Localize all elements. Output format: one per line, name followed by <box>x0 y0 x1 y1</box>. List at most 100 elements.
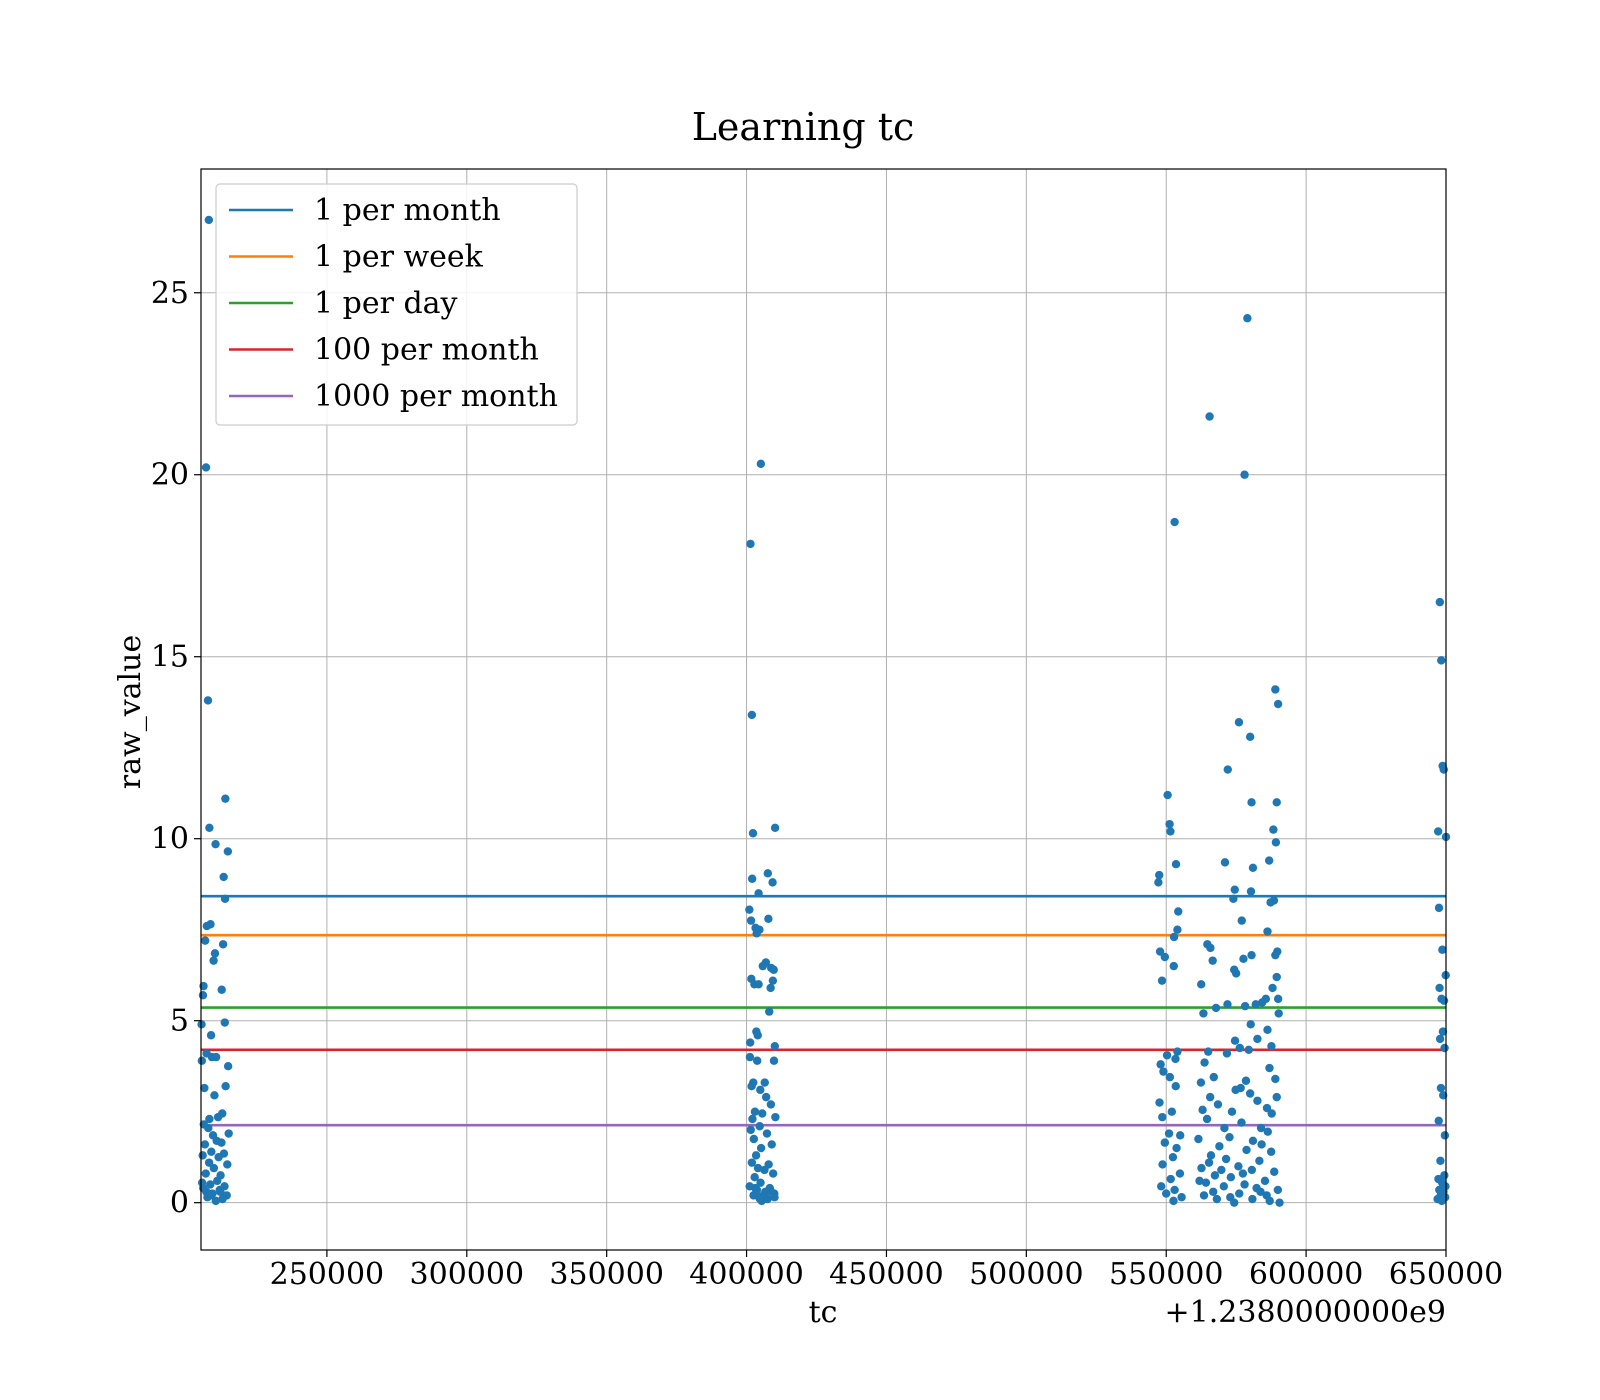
chart-title: Learning tc <box>692 105 915 149</box>
data-point <box>200 936 210 945</box>
data-point <box>1174 907 1183 916</box>
data-point <box>213 1112 223 1122</box>
data-point <box>1155 947 1165 956</box>
data-point <box>1204 1158 1214 1167</box>
data-point <box>1169 1196 1178 1206</box>
data-point <box>751 1151 761 1160</box>
data-point <box>1248 1136 1258 1146</box>
data-point <box>747 1158 757 1167</box>
y-axis-ticks: 0 5 10 15 20 25 <box>151 276 201 1221</box>
data-point <box>752 1056 762 1065</box>
legend-label: 1 per week <box>314 240 484 275</box>
data-point <box>746 539 755 549</box>
legend-label: 1 per day <box>314 286 458 321</box>
data-point <box>211 1052 221 1062</box>
data-point <box>749 1134 759 1144</box>
data-point <box>1196 980 1206 989</box>
data-point <box>1240 1001 1250 1011</box>
data-point <box>1234 1162 1243 1171</box>
data-point <box>1164 1129 1174 1138</box>
data-point <box>1172 1143 1181 1153</box>
data-point <box>1266 898 1275 907</box>
x-tick-label: 600000 <box>1249 1257 1364 1292</box>
data-point <box>1177 1193 1186 1202</box>
data-point <box>1271 685 1280 694</box>
data-point <box>756 1178 765 1187</box>
data-point <box>756 1143 766 1153</box>
data-point <box>1437 1196 1447 1206</box>
data-point <box>201 463 211 472</box>
data-point <box>205 1114 214 1124</box>
data-point <box>1194 1134 1203 1144</box>
data-point <box>1160 1138 1170 1147</box>
data-point <box>1438 945 1447 954</box>
data-point <box>753 1163 763 1173</box>
data-point <box>211 839 220 849</box>
data-point <box>1242 1145 1251 1155</box>
data-point <box>1253 1034 1262 1044</box>
data-point <box>1219 1182 1229 1191</box>
data-point <box>1158 1112 1167 1122</box>
data-point <box>768 976 778 985</box>
legend-label: 1 per month <box>314 193 501 228</box>
data-point <box>1235 1189 1244 1198</box>
data-point <box>1263 1127 1272 1136</box>
data-point <box>1212 1194 1222 1204</box>
data-point <box>1256 1123 1266 1133</box>
legend: 1 per month 1 per week 1 per day 100 per mo… <box>215 183 578 426</box>
data-point <box>1226 1173 1236 1182</box>
data-point <box>1237 916 1246 925</box>
data-point <box>754 980 763 989</box>
data-point <box>756 1085 765 1095</box>
data-point <box>1160 952 1170 962</box>
data-point <box>1165 819 1174 829</box>
y-tick-label: 25 <box>151 276 189 311</box>
data-point <box>762 1129 772 1138</box>
data-point <box>1170 1185 1179 1195</box>
data-point <box>768 1169 778 1178</box>
data-point <box>1440 1043 1449 1053</box>
data-point <box>1173 1047 1182 1056</box>
data-point <box>204 215 214 225</box>
x-tick-label: 500000 <box>969 1257 1084 1292</box>
data-point <box>1195 1176 1204 1186</box>
data-point <box>1271 950 1280 960</box>
x-tick-label: 550000 <box>1109 1257 1224 1292</box>
data-point <box>1229 894 1238 903</box>
data-point <box>746 1125 755 1135</box>
data-point <box>217 985 226 994</box>
data-point <box>758 1109 767 1118</box>
data-point <box>1154 878 1163 887</box>
data-point <box>1217 1165 1226 1175</box>
legend-label: 100 per month <box>314 333 539 368</box>
data-point <box>1157 976 1167 985</box>
data-point <box>1256 1187 1265 1196</box>
data-point <box>199 1183 208 1193</box>
data-point <box>1159 1067 1168 1076</box>
data-point <box>1268 983 1277 993</box>
data-point <box>207 1147 216 1156</box>
data-point <box>1215 1142 1224 1151</box>
data-point <box>1272 1092 1281 1102</box>
data-point <box>752 929 761 938</box>
data-point <box>197 1056 207 1065</box>
data-point <box>1262 1103 1272 1113</box>
data-point <box>1435 597 1445 607</box>
data-point <box>764 914 773 923</box>
data-point <box>201 1169 210 1178</box>
x-tick-label: 650000 <box>1389 1257 1504 1292</box>
data-point <box>1223 765 1232 774</box>
data-point <box>1225 1132 1234 1142</box>
data-point <box>770 1041 780 1051</box>
data-point <box>745 905 754 914</box>
data-point <box>751 1183 760 1193</box>
data-point <box>750 1107 760 1116</box>
data-point <box>761 1092 771 1102</box>
x-tick-label: 250000 <box>270 1257 385 1292</box>
data-point <box>1245 1089 1255 1098</box>
data-point <box>1156 1060 1165 1069</box>
data-point <box>1263 1025 1272 1034</box>
data-point <box>1269 825 1278 834</box>
data-point <box>1230 1036 1240 1045</box>
